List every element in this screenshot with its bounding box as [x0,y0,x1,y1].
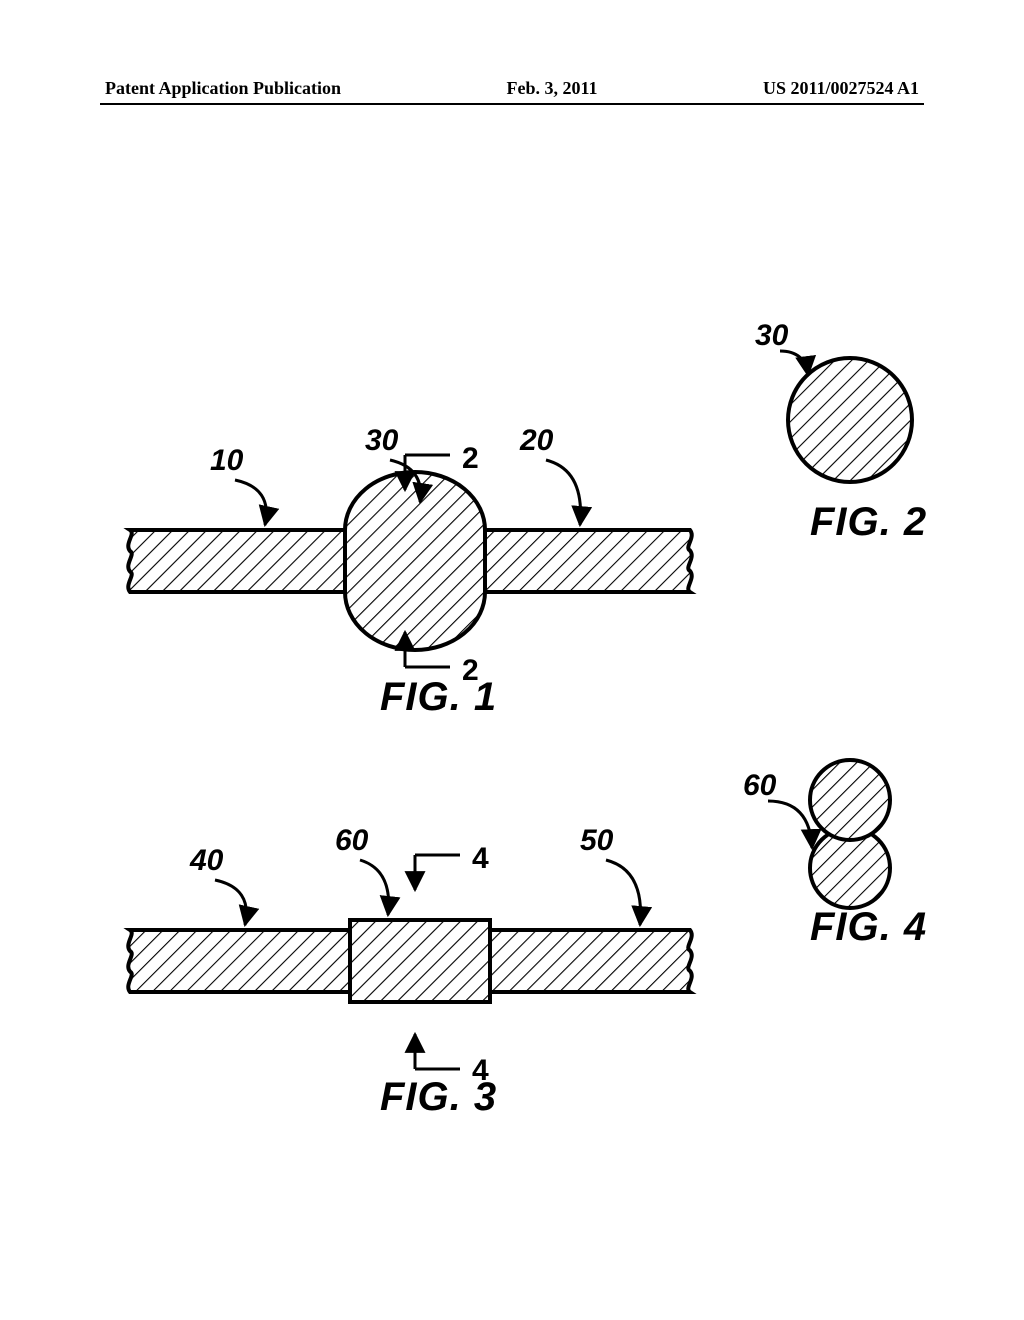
patent-drawings: 10203022FIG. 130FIG. 240506044FIG. 360FI… [60,150,960,1160]
svg-text:50: 50 [580,824,614,857]
svg-text:FIG. 4: FIG. 4 [810,905,927,949]
header-center: Feb. 3, 2011 [506,78,597,99]
leader-arrow [360,860,389,915]
svg-text:30: 30 [755,319,789,352]
svg-text:FIG. 2: FIG. 2 [810,500,927,544]
fig2-circle [788,358,912,482]
header-rule [100,103,924,105]
page-header: Patent Application Publication Feb. 3, 2… [105,78,919,99]
svg-text:FIG. 1: FIG. 1 [380,675,497,719]
svg-text:4: 4 [472,842,489,875]
fig1-body [128,472,691,650]
svg-text:60: 60 [743,769,777,802]
page: Patent Application Publication Feb. 3, 2… [0,0,1024,1320]
drawings-svg: 10203022FIG. 130FIG. 240506044FIG. 360FI… [60,150,960,1160]
svg-text:40: 40 [189,844,224,877]
fig4-circle-top [810,760,890,840]
leader-arrow [780,351,808,375]
leader-arrow [546,460,581,525]
svg-text:FIG. 3: FIG. 3 [380,1075,497,1119]
svg-text:60: 60 [335,824,369,857]
svg-text:10: 10 [210,444,244,477]
svg-text:20: 20 [519,424,554,457]
svg-text:30: 30 [365,424,399,457]
leader-arrow [606,860,641,925]
svg-text:2: 2 [462,442,479,475]
header-left: Patent Application Publication [105,78,341,99]
header-right: US 2011/0027524 A1 [763,78,919,99]
leader-arrow [768,801,812,848]
leader-arrow [235,480,266,525]
leader-arrow [215,880,246,925]
fig3-body [128,920,691,1002]
